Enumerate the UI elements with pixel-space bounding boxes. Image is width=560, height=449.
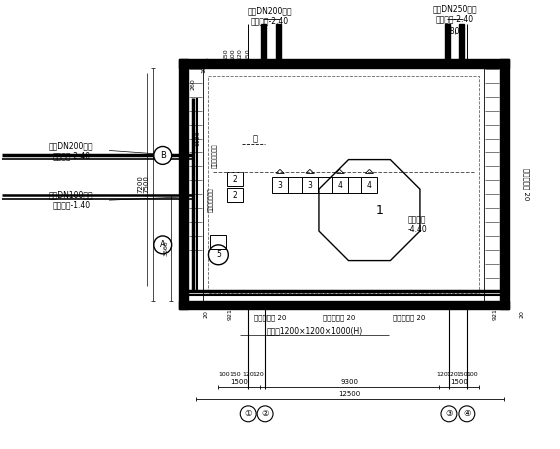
Text: 1: 1 [375,203,383,216]
Text: 150: 150 [456,372,468,377]
Text: 3: 3 [278,181,282,190]
Text: 921: 921 [492,308,497,321]
Text: 套路器片数 20: 套路器片数 20 [324,314,356,321]
Text: 260: 260 [190,78,195,90]
Text: 7200: 7200 [138,175,144,193]
Bar [211,235,226,249]
Bar [179,300,508,309]
Text: 2: 2 [233,191,237,200]
Text: 3660: 3660 [163,240,168,255]
Bar [362,177,377,193]
Text: 套管DN200两根: 套管DN200两根 [248,7,292,16]
Text: 150: 150 [230,372,241,377]
Bar [227,172,243,186]
Text: 120: 120 [436,372,448,377]
Text: 4: 4 [337,181,342,190]
Text: 120: 120 [446,372,458,377]
Bar [272,177,288,193]
Text: 120: 120 [252,372,264,377]
Bar [208,76,479,293]
Text: -4.40: -4.40 [407,225,427,234]
Text: 12500: 12500 [338,391,361,397]
Text: ①: ① [245,409,252,418]
Bar [445,24,450,60]
Text: 套管DN250两根: 套管DN250两根 [432,5,477,14]
Bar [332,177,348,193]
Bar [276,24,281,60]
Text: 921: 921 [228,308,233,321]
Text: 中心标高-2.40: 中心标高-2.40 [251,17,289,26]
Circle shape [441,406,457,422]
Bar [459,24,464,60]
Text: 上: 上 [253,134,258,143]
Text: 楼梯间片数 20: 楼梯间片数 20 [523,168,530,200]
Text: 100: 100 [231,48,236,60]
Bar [261,24,266,60]
Text: 120: 120 [242,372,254,377]
Text: 20: 20 [520,311,525,318]
Text: 3: 3 [307,181,312,190]
Circle shape [257,406,273,422]
Bar [179,59,188,309]
Text: 1500: 1500 [450,379,468,385]
Text: 中心标高-1.40: 中心标高-1.40 [52,201,90,210]
Text: 100: 100 [218,372,230,377]
Text: 1120: 1120 [195,131,200,146]
Text: 1500: 1500 [230,379,248,385]
Text: 150: 150 [246,48,251,60]
Text: 150: 150 [205,56,210,68]
Text: 套路器片数 20: 套路器片数 20 [393,314,426,321]
Text: 100: 100 [201,61,206,73]
Bar [500,59,508,309]
Text: 消防泵房: 消防泵房 [408,216,426,224]
Text: ④: ④ [463,409,470,418]
Circle shape [459,406,475,422]
Text: 150: 150 [224,48,229,60]
Text: 20: 20 [204,311,209,318]
Text: ③: ③ [445,409,452,418]
Text: 100: 100 [466,372,478,377]
Text: 中心标高-2.40: 中心标高-2.40 [52,151,90,160]
Circle shape [240,406,256,422]
Text: 9300: 9300 [340,379,358,385]
Bar [179,59,508,68]
Text: 集水坑1200×1200×1000(H): 集水坑1200×1200×1000(H) [267,327,363,336]
Text: 2: 2 [233,175,237,184]
Text: 7500: 7500 [144,175,150,193]
Text: 中心标高-2.40: 中心标高-2.40 [436,15,474,24]
Text: 套管DN100两根: 套管DN100两根 [49,191,94,200]
Bar [302,177,318,193]
Text: ②: ② [262,409,269,418]
Circle shape [154,146,172,164]
Text: 套管DN200两根: 套管DN200两根 [49,141,94,150]
Bar [227,188,243,202]
Text: 120: 120 [238,48,242,60]
Text: 接室外消防管用: 接室外消防管用 [208,188,213,212]
Text: 3800: 3800 [445,26,465,36]
Text: 楼室内消防管用: 楼室内消防管用 [213,143,218,167]
Text: B: B [160,151,166,160]
Text: 4: 4 [367,181,372,190]
Text: 5: 5 [216,250,221,260]
Text: 套路器片数 20: 套路器片数 20 [254,314,286,321]
Text: A: A [160,240,166,249]
Circle shape [154,236,172,254]
